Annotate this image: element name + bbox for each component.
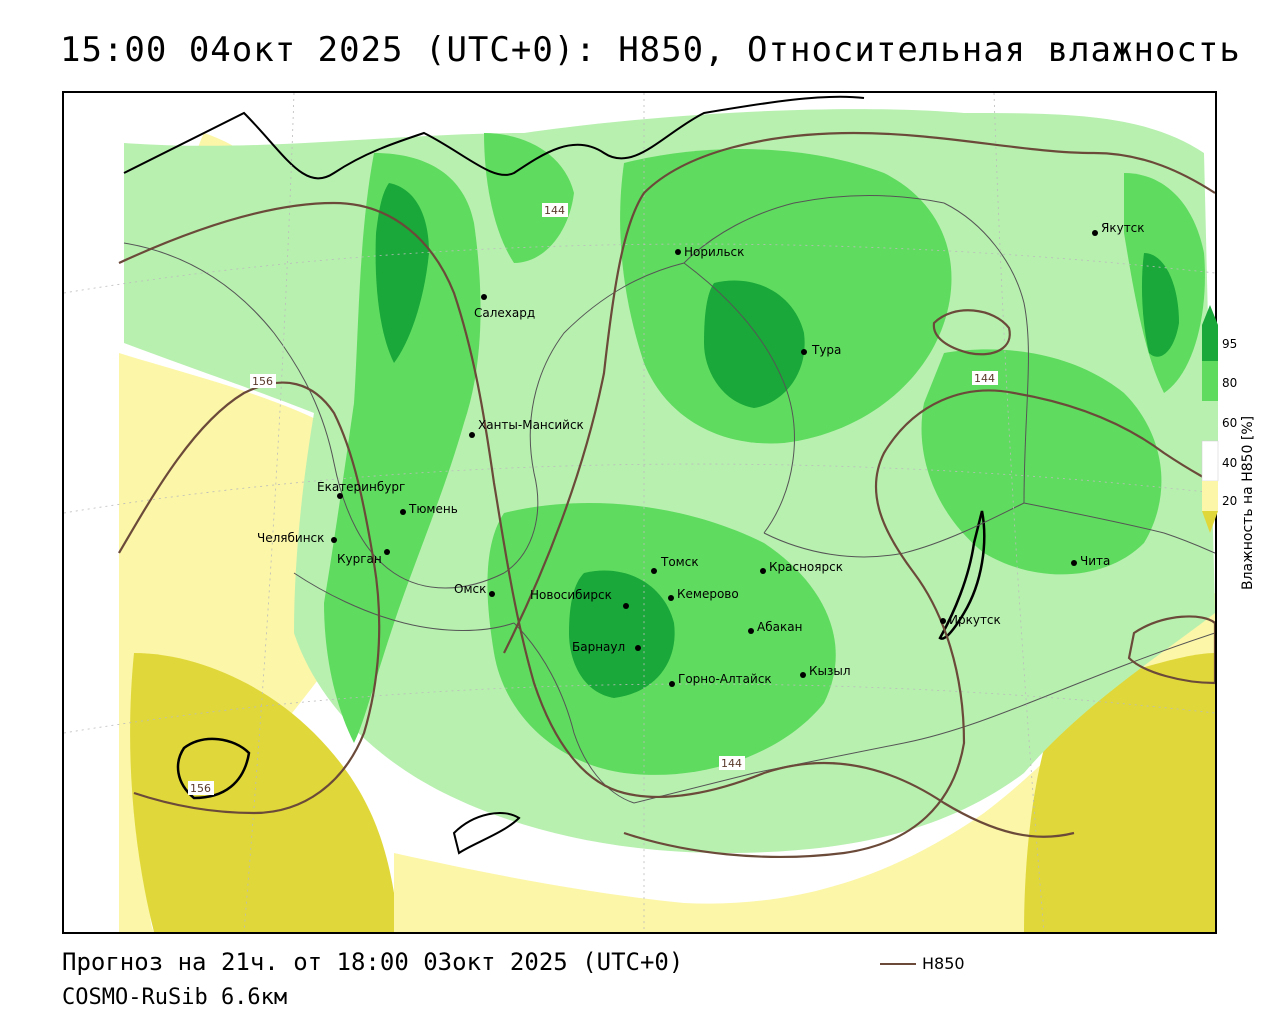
- legend-tick-label: 80: [1222, 376, 1238, 390]
- legend-colorbar: [1201, 305, 1219, 533]
- city-dot: [669, 681, 675, 687]
- city-dot: [635, 645, 641, 651]
- legend-tick-label: 20: [1222, 494, 1238, 508]
- city-label: Якутск: [1101, 221, 1145, 235]
- legend-band-very-wet: [1202, 325, 1218, 361]
- contour-labels: 144 156 156 144 144: [188, 203, 998, 795]
- city-dot: [384, 549, 390, 555]
- h850-contour-144-east: [503, 131, 1215, 654]
- legend-tick-label: 40: [1222, 456, 1238, 470]
- city-label: Омск: [454, 582, 486, 596]
- city-dot: [331, 537, 337, 543]
- city-dot: [748, 628, 754, 634]
- city-dot: [337, 493, 343, 499]
- city-dot: [1092, 230, 1098, 236]
- city-label: Кызыл: [809, 664, 851, 678]
- graticule: [64, 93, 1215, 932]
- city-label: Тюмень: [408, 502, 458, 516]
- city-label: Екатеринбург: [317, 480, 405, 494]
- city-label: Горно-Алтайск: [678, 672, 772, 686]
- city-dot: [469, 432, 475, 438]
- contour-label: 156: [190, 782, 211, 795]
- map-title: 15:00 04окт 2025 (UTC+0): H850, Относите…: [60, 30, 1241, 70]
- city-dot: [400, 509, 406, 515]
- city-label: Барнаул: [572, 640, 625, 654]
- city-label: Ханты-Мансийск: [478, 418, 584, 432]
- aral-sea: [176, 737, 251, 800]
- city-label: Салехард: [474, 306, 535, 320]
- legend-tick-label: 95: [1222, 337, 1238, 351]
- wet-area-north-siberia: [620, 149, 952, 444]
- forecast-info: Прогноз на 21ч. от 18:00 03окт 2025 (UTC…: [62, 948, 684, 976]
- city-label: Томск: [660, 555, 699, 569]
- h850-contour-144-west: [118, 201, 1075, 838]
- model-name: COSMO-RuSib 6.6км: [62, 985, 288, 1010]
- legend-tick-label: 60: [1222, 416, 1238, 430]
- humidity-legend: 95 80 60 40 20: [1198, 305, 1268, 595]
- city-label: Челябинск: [257, 531, 324, 545]
- legend-band-moist: [1202, 401, 1218, 441]
- humidity-map: 144 156 156 144 144 Норильск Якутск Сале…: [64, 93, 1215, 932]
- contour-label: 144: [974, 372, 995, 385]
- h850-contour-loop-south: [1127, 615, 1215, 685]
- legend-band-neutral: [1201, 440, 1219, 482]
- arctic-coastline: [123, 95, 865, 180]
- h850-contour-loop-north: [932, 309, 1011, 356]
- city-dot: [489, 591, 495, 597]
- city-dot: [940, 618, 946, 624]
- city-markers: Норильск Якутск Салехард Тура Ханты-Манс…: [257, 221, 1145, 687]
- contour-label: 156: [252, 375, 273, 388]
- very-wet-core-altai: [569, 570, 675, 698]
- legend-band-dry: [1202, 481, 1218, 511]
- very-wet-core-ob: [375, 183, 429, 363]
- city-label: Абакан: [757, 620, 802, 634]
- map-frame: 144 156 156 144 144 Норильск Якутск Сале…: [62, 91, 1217, 934]
- city-dot: [651, 568, 657, 574]
- city-dot: [481, 294, 487, 300]
- city-dot: [800, 672, 806, 678]
- h850-contour-144-se: [623, 389, 1215, 859]
- legend-band-wet: [1202, 361, 1218, 401]
- very-dry-area-southwest: [130, 653, 394, 932]
- legend-arrow-bottom: [1202, 511, 1218, 533]
- contour-label: 144: [544, 204, 565, 217]
- city-dot: [675, 249, 681, 255]
- contour-legend-label: H850: [922, 954, 965, 973]
- city-label: Кемерово: [677, 587, 739, 601]
- city-dot: [668, 595, 674, 601]
- dry-area-south: [394, 593, 1215, 932]
- contour-legend-swatch: [880, 962, 916, 965]
- balkhash-lake: [452, 812, 521, 855]
- city-label: Красноярск: [769, 560, 843, 574]
- city-label: Иркутск: [949, 613, 1001, 627]
- wet-area-ob-corridor: [324, 153, 481, 743]
- city-label: Новосибирск: [530, 588, 612, 602]
- legend-title: Влажность на H850 [%]: [1240, 415, 1256, 590]
- contour-legend: H850: [880, 954, 965, 973]
- city-label: Тура: [811, 343, 841, 357]
- contour-label: 144: [721, 757, 742, 770]
- city-dot: [801, 349, 807, 355]
- legend-arrow-top: [1202, 305, 1218, 325]
- city-dot: [1071, 560, 1077, 566]
- very-wet-core-east: [1141, 253, 1179, 357]
- city-dot: [623, 603, 629, 609]
- wet-area-yamal: [484, 133, 574, 263]
- very-wet-core-north: [704, 280, 805, 408]
- city-label: Норильск: [684, 245, 744, 259]
- city-label: Курган: [337, 552, 382, 566]
- city-dot: [760, 568, 766, 574]
- h850-contour-156-west: [118, 381, 381, 815]
- h850-contours: [118, 131, 1215, 859]
- city-label: Чита: [1080, 554, 1110, 568]
